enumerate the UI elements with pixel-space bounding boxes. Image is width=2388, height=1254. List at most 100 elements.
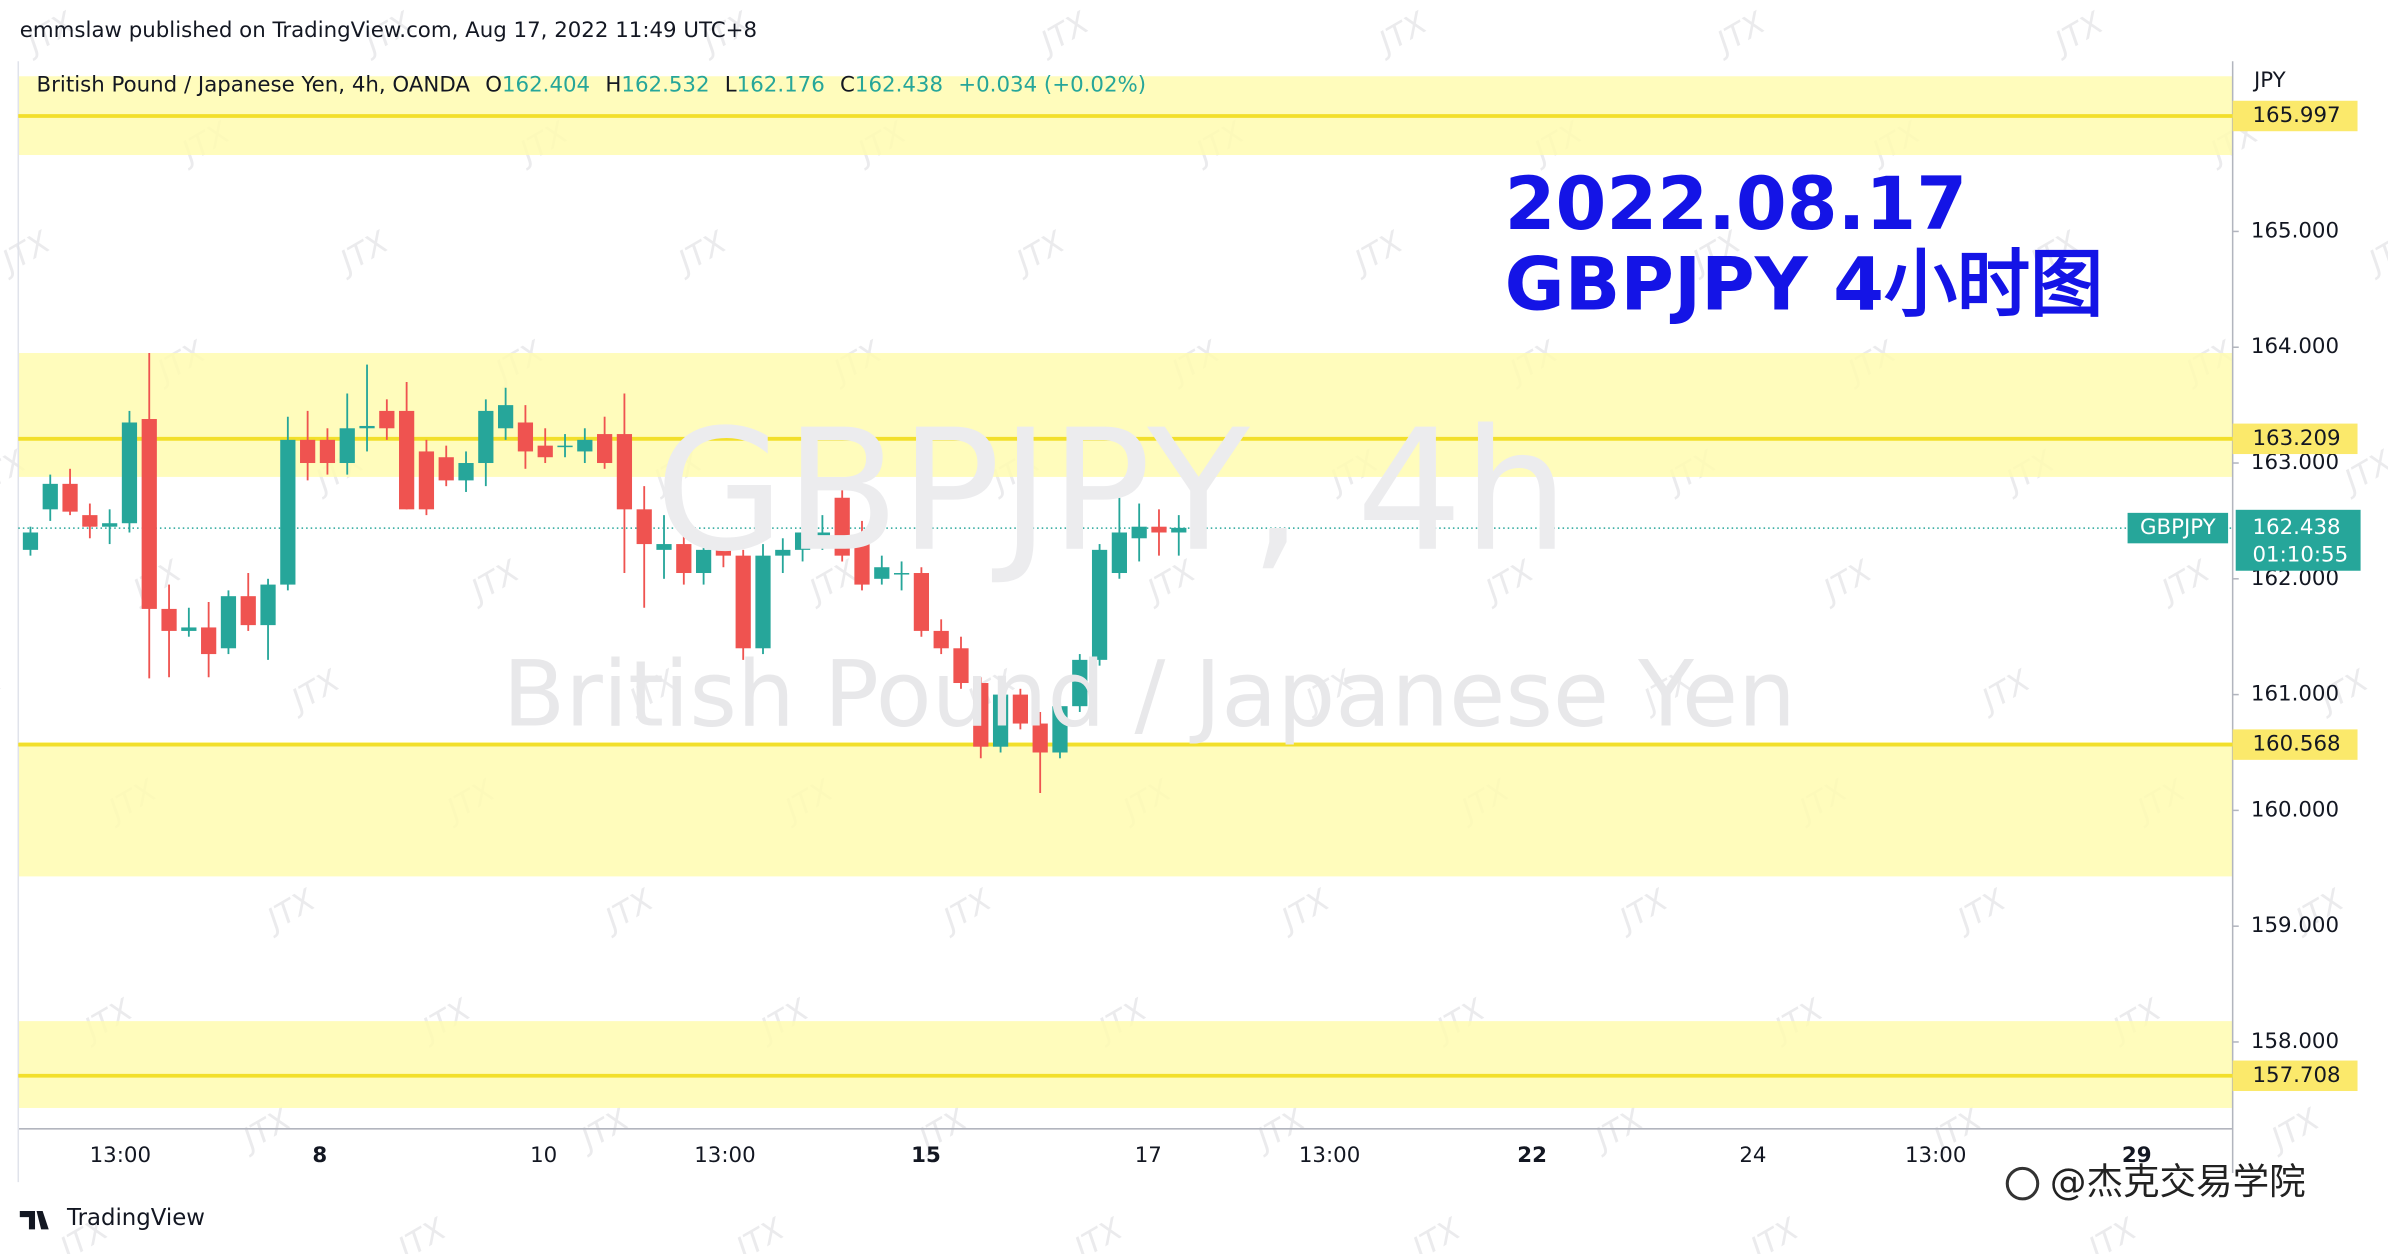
x-tick-label: 10 [530, 1143, 557, 1168]
candle-body [814, 532, 831, 539]
footer-author: @杰克交易学院 [2050, 1160, 2306, 1203]
x-tick-label: 8 [312, 1143, 327, 1168]
candle-body [22, 532, 39, 550]
y-tick-label: 164.000 [2251, 334, 2339, 359]
header: emmslaw published on TradingView.com, Au… [20, 18, 757, 43]
candle-body [418, 451, 435, 510]
candle-body [1091, 549, 1108, 660]
candle-body [676, 544, 692, 574]
candle-body [715, 549, 732, 556]
candle-body [141, 419, 157, 609]
candle-body [220, 596, 237, 649]
candle-body [102, 523, 118, 527]
x-tick-label: 13:00 [1905, 1143, 1966, 1168]
candle-body [735, 555, 751, 649]
symbol-watermark: GBPJPY, 4h [655, 394, 1569, 589]
y-tick-label: 159.000 [2251, 913, 2339, 938]
level-label: 163.209 [2252, 426, 2340, 451]
legend-ohlc-label: O [485, 73, 502, 98]
level-label: 165.997 [2252, 103, 2340, 128]
legend-symbol: British Pound / Japanese Yen, 4h, OANDA [37, 73, 471, 98]
x-tick-label: 13:00 [694, 1143, 755, 1168]
candle-body [498, 405, 514, 429]
author-icon [2005, 1166, 2040, 1201]
level-tag [2232, 1060, 2358, 1092]
jtx-watermark: JTX [0, 663, 9, 721]
candle-body [1032, 723, 1048, 753]
candle-body [953, 648, 969, 684]
candle-body [893, 573, 910, 575]
candle-body [359, 425, 375, 429]
candle-body [62, 483, 78, 512]
candle-body [1111, 532, 1127, 574]
zone [18, 742, 2233, 877]
x-tick-label: 24 [1739, 1143, 1766, 1168]
candle-body [1131, 526, 1147, 539]
annotation: GBPJPY 4小时图 [1505, 243, 2104, 328]
x-tick-label: 13:00 [1299, 1143, 1360, 1168]
candle-body [537, 445, 553, 458]
candle-body [438, 457, 454, 481]
candle-body [240, 596, 256, 626]
candle-body [695, 549, 712, 574]
legend-ohlc-label: L [725, 73, 737, 98]
level-label: 157.708 [2252, 1063, 2340, 1088]
legend-ohlc-value: 162.438 [855, 73, 943, 98]
candle-body [874, 567, 890, 579]
level-tag [2232, 423, 2358, 455]
candle-body [260, 584, 276, 626]
y-tick-label: 161.000 [2251, 682, 2339, 707]
candle-body [577, 439, 593, 452]
level-tag [2232, 100, 2358, 132]
candle-body [1072, 659, 1088, 707]
candle-body [201, 627, 217, 655]
price-tag-value: 162.438 [2252, 515, 2340, 540]
y-tick-label: 165.000 [2251, 218, 2339, 243]
legend: British Pound / Japanese Yen, 4h, OANDA O… [37, 73, 1147, 98]
x-tick-label: 17 [1135, 1143, 1162, 1168]
footer-logo: TradingView [19, 1205, 205, 1231]
logo-text: TradingView [66, 1205, 205, 1231]
price-tag-countdown: 01:10:55 [2252, 543, 2348, 568]
x-tick-label: 29 [2122, 1143, 2152, 1168]
candle-body [478, 410, 494, 464]
candle-body [597, 434, 613, 464]
zone [18, 1021, 2233, 1108]
legend-ohlc-value: 162.176 [737, 73, 825, 98]
candle-body [656, 544, 672, 550]
candle-body [834, 497, 850, 556]
candle-body [775, 549, 791, 556]
candle-body [339, 428, 355, 464]
plot: 158.000159.000160.000161.000162.000163.0… [17, 61, 2361, 1183]
level-label: 160.568 [2252, 732, 2340, 757]
candle-body [181, 627, 197, 631]
logo-mark [19, 1211, 49, 1230]
candle-body [121, 422, 138, 524]
legend-ohlc-value: 162.532 [621, 73, 709, 98]
candle-body [854, 544, 870, 585]
annotation: 2022.08.17 [1505, 162, 1967, 247]
candle-body [280, 439, 296, 585]
legend-ohlc-value: 162.404 [502, 73, 590, 98]
name-watermark: British Pound / Japanese Yen [503, 641, 1796, 748]
candle-body [379, 410, 395, 429]
y-tick-label: 160.000 [2251, 797, 2339, 822]
candle-body [557, 445, 573, 448]
price-tag [2127, 512, 2229, 544]
candle-body [319, 439, 336, 464]
y-tick-label: 163.000 [2251, 450, 2339, 475]
x-tick-label: 15 [911, 1143, 941, 1168]
candle-body [161, 608, 177, 631]
currency: JPY [2252, 68, 2287, 93]
candle-body [636, 509, 652, 545]
legend-ohlc-label: C [840, 73, 855, 98]
candle-body [399, 410, 415, 510]
candle-body [1052, 706, 1068, 753]
candle-body [755, 555, 771, 649]
candle-body [913, 573, 930, 631]
candle-body [82, 515, 98, 527]
y-tick-label: 158.000 [2251, 1029, 2339, 1054]
x-tick-label: 13:00 [90, 1143, 151, 1168]
candle-body [794, 532, 811, 550]
